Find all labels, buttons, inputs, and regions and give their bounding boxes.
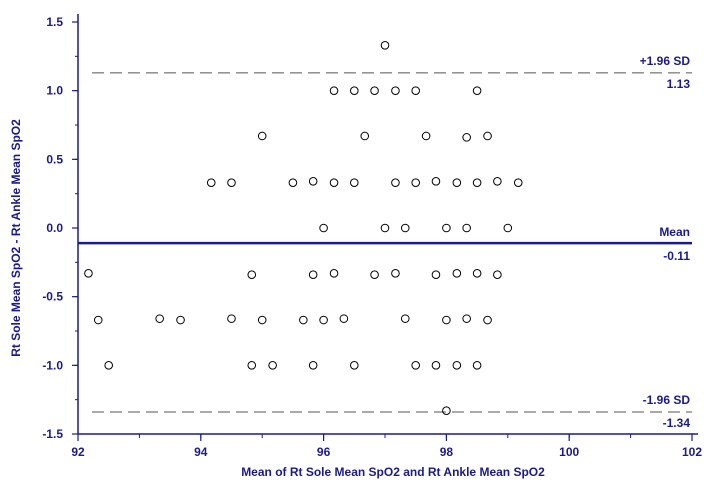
data-point [462, 133, 471, 142]
x-tick-label: 94 [194, 445, 208, 459]
data-point [380, 41, 390, 50]
data-point [472, 86, 482, 95]
data-point [391, 86, 400, 95]
mean-value: -0.11 [663, 249, 690, 263]
data-point [452, 178, 462, 187]
data-point [227, 178, 236, 187]
data-point [431, 177, 441, 186]
x-tick-label: 96 [317, 445, 331, 459]
data-point [400, 314, 410, 323]
y-tick-label: 0.5 [46, 152, 63, 166]
data-point [257, 315, 267, 325]
reference-lines: +1.96 SD 1.13 -1.96 SD -1.34 Mean -0.11 [78, 54, 692, 430]
data-point [472, 178, 482, 187]
data-point [370, 270, 379, 279]
data-point [350, 361, 359, 370]
data-point [503, 223, 513, 233]
data-point [513, 178, 523, 187]
data-point [421, 131, 431, 141]
data-point [339, 314, 349, 323]
data-points [84, 41, 523, 415]
data-point [360, 131, 370, 141]
data-point [442, 315, 451, 325]
data-point [227, 314, 236, 323]
data-point [350, 86, 359, 95]
data-point [319, 315, 328, 325]
data-point [483, 315, 492, 325]
y-axis-title: Rt Sole Mean SpO2 - Rt Ankle Mean SpO2 [9, 119, 23, 357]
data-point [247, 270, 257, 279]
data-point [462, 314, 471, 323]
x-axis-title: Mean of Rt Sole Mean SpO2 and Rt Ankle M… [241, 465, 545, 479]
data-point [472, 269, 482, 278]
data-point [104, 361, 113, 370]
data-point [472, 361, 482, 370]
data-point [411, 86, 421, 95]
mean-label: Mean [659, 225, 690, 239]
data-point [299, 315, 308, 325]
data-point [319, 223, 328, 233]
data-point [493, 177, 502, 186]
data-point [206, 178, 216, 187]
data-point [462, 223, 471, 233]
data-point [391, 178, 400, 187]
data-point [483, 131, 492, 141]
x-tick-label: 98 [440, 445, 454, 459]
y-tick-label: 0.0 [46, 221, 63, 235]
data-point [247, 361, 257, 370]
lower-sd-value: -1.34 [663, 416, 691, 430]
upper-sd-value: 1.13 [667, 77, 691, 91]
data-point [431, 361, 441, 370]
data-point [452, 361, 462, 370]
data-point [329, 86, 339, 95]
data-point [442, 223, 451, 233]
data-point [329, 178, 339, 187]
data-point [268, 361, 277, 370]
data-point [370, 86, 379, 95]
y-tick-label: -1.0 [42, 358, 63, 372]
data-point [493, 270, 502, 279]
data-point [93, 315, 103, 325]
y-tick-label: -1.5 [42, 427, 63, 441]
data-point [411, 178, 421, 187]
upper-sd-label: +1.96 SD [640, 54, 691, 68]
y-tick-label: 1.5 [46, 15, 63, 29]
data-point [442, 406, 451, 415]
lower-sd-label: -1.96 SD [643, 393, 691, 407]
y-tick-label: -0.5 [42, 290, 63, 304]
data-point [155, 314, 164, 323]
data-point [329, 269, 339, 278]
data-point [288, 178, 298, 187]
data-point [308, 177, 318, 186]
data-point [400, 223, 410, 233]
data-point [391, 269, 400, 278]
data-point [452, 269, 462, 278]
data-point [380, 223, 390, 233]
data-point [431, 270, 441, 279]
x-tick-label: 100 [559, 445, 579, 459]
data-point [308, 361, 318, 370]
data-point [411, 361, 421, 370]
data-point [176, 315, 185, 325]
y-tick-label: 1.0 [46, 84, 63, 98]
data-point [350, 178, 359, 187]
x-tick-label: 92 [71, 445, 85, 459]
data-point [257, 131, 267, 141]
x-tick-label: 102 [682, 445, 702, 459]
axes: 1.5 1.0 0.5 0.0 -0.5 -1.0 -1.5 92 94 96 98 100 102 [42, 14, 702, 459]
data-point [308, 270, 318, 279]
data-point [84, 269, 93, 278]
